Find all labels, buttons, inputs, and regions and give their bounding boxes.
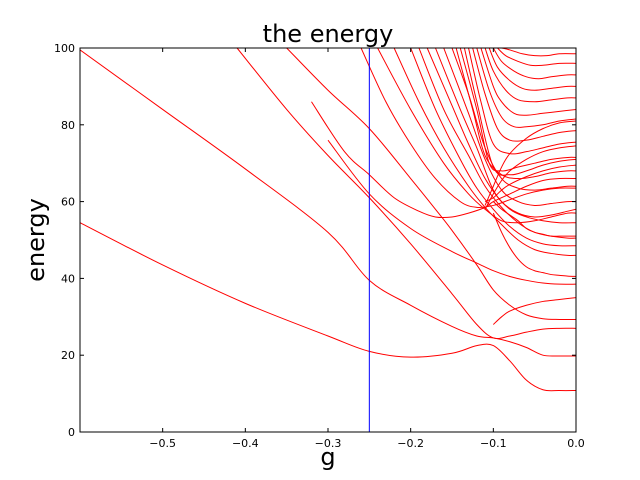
x-axis-label: g [320, 443, 335, 471]
x-tick-label: −0.2 [397, 437, 424, 450]
energy-curve-32 [484, 145, 576, 210]
energy-curve-31 [484, 164, 576, 203]
energy-curve-17 [459, 48, 576, 172]
energy-curve-19 [468, 48, 576, 155]
energy-curve-2 [80, 49, 576, 357]
energy-curve-12 [426, 48, 576, 218]
energy-curve-16 [455, 48, 576, 180]
energy-curve-9 [393, 48, 576, 257]
energy-curve-8 [377, 48, 576, 224]
energy-curve-22 [480, 48, 576, 116]
x-tick-label: 0.0 [567, 437, 585, 450]
energy-curve-6 [327, 139, 576, 285]
energy-curve-26 [497, 48, 576, 67]
energy-curve-5 [311, 101, 576, 219]
y-tick-label: 100 [54, 42, 75, 55]
energy-curve-13 [435, 48, 576, 224]
chart-title: the energy [263, 20, 394, 48]
energy-curve-30 [492, 297, 576, 325]
energy-curve-1 [80, 222, 576, 392]
x-tick-label: −0.3 [315, 437, 342, 450]
energy-curve-33 [484, 120, 576, 206]
y-axis-label: energy [22, 198, 50, 282]
y-axis: 0 20 40 60 80 100 [54, 42, 576, 439]
y-tick-label: 80 [61, 119, 75, 132]
energy-curve-27 [501, 48, 576, 57]
y-tick-label: 20 [61, 349, 75, 362]
y-tick-label: 40 [61, 272, 75, 285]
energy-curve-15 [451, 48, 576, 191]
energy-curve-23 [484, 48, 576, 103]
x-tick-label: −0.1 [480, 437, 507, 450]
y-tick-label: 60 [61, 196, 75, 209]
x-tick-label: −0.5 [149, 437, 176, 450]
energy-curve-14 [443, 48, 576, 206]
energy-curve-18 [463, 48, 576, 176]
energy-curve-29 [492, 201, 576, 237]
x-axis: −0.5 −0.4 −0.3 −0.2 −0.1 0.0 [149, 48, 585, 450]
x-tick-label: −0.4 [232, 437, 259, 450]
energy-curve-10 [410, 48, 576, 247]
energy-curve-20 [472, 48, 576, 142]
energy-curve-21 [476, 48, 576, 129]
energy-curve-24 [488, 48, 576, 91]
energy-curve-25 [492, 48, 576, 80]
plot-area [80, 48, 576, 392]
plot-frame [79, 47, 577, 433]
energy-curve-28 [492, 212, 576, 277]
energy-curve-3 [236, 48, 576, 340]
y-tick-label: 0 [68, 426, 75, 439]
